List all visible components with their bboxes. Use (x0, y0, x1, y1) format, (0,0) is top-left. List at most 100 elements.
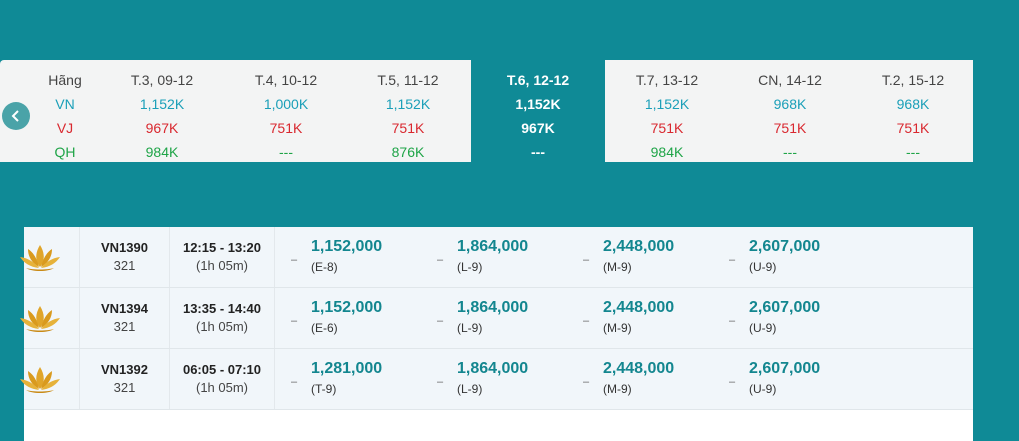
fare-dash: – (729, 254, 736, 266)
day-label: T.2, 15-12 (881, 72, 945, 88)
aircraft-type: 321 (113, 380, 136, 395)
flight-time-cell: 13:35 - 14:40 (1h 05m) (170, 288, 275, 348)
fare-dash: – (583, 315, 590, 327)
flight-time: 06:05 - 07:10 (182, 362, 262, 377)
flight-number: VN1392 (101, 362, 148, 377)
day-price-vn: 968K (773, 96, 807, 112)
flight-time-cell: 06:05 - 07:10 (1h 05m) (170, 349, 275, 409)
date-price-strip: Hãng VN VJ QH T.3, 09-12 1,152K 967K 984… (0, 60, 973, 162)
fare-option[interactable]: – 1,152,000 (E-8) (291, 227, 431, 287)
fare-option[interactable]: – 1,281,000 (T-9) (291, 349, 431, 409)
day-price-vn: 1,152K (139, 96, 185, 112)
airline-logo (20, 288, 80, 348)
fare-price: 1,864,000 (457, 238, 529, 255)
day-price-vj: 751K (896, 120, 930, 136)
fare-price: 1,864,000 (457, 360, 529, 377)
day-label: T.3, 09-12 (130, 72, 194, 88)
day-column[interactable]: T.4, 10-12 1,000K 751K --- (236, 60, 336, 162)
flight-time: 12:15 - 13:20 (182, 240, 262, 255)
day-price-vj: 967K (521, 120, 555, 136)
flight-row[interactable]: VN1394 321 13:35 - 14:40 (1h 05m) – 1,15… (20, 288, 973, 349)
lotus-logo-icon (20, 367, 60, 393)
fare-price: 2,607,000 (749, 238, 821, 255)
fare-option[interactable]: – 1,864,000 (L-9) (437, 288, 577, 348)
fare-option[interactable]: – 2,607,000 (U-9) (729, 288, 869, 348)
day-price-qh: 984K (145, 144, 179, 160)
day-price-vn: 1,152K (644, 96, 690, 112)
day-column[interactable]: CN, 14-12 968K 751K --- (740, 60, 840, 162)
fare-price: 2,448,000 (603, 238, 675, 255)
day-label: T.6, 12-12 (506, 72, 570, 88)
fare-option[interactable]: – 2,607,000 (U-9) (729, 349, 869, 409)
fare-dash: – (583, 376, 590, 388)
flight-list: VN1390 321 12:15 - 13:20 (1h 05m) – 1,15… (20, 227, 973, 441)
fare-dash: – (437, 315, 444, 327)
day-label: T.4, 10-12 (254, 72, 318, 88)
day-column-selected[interactable]: T.6, 12-12 1,152K 967K --- (488, 60, 588, 162)
airline-column: Hãng VN VJ QH (30, 60, 100, 162)
fare-dash: – (437, 376, 444, 388)
fare-option[interactable]: – 2,448,000 (M-9) (583, 349, 723, 409)
airline-code-vj: VJ (56, 120, 74, 136)
fare-option[interactable]: – 1,864,000 (L-9) (437, 227, 577, 287)
day-price-vn: 1,152K (385, 96, 431, 112)
flight-time: 13:35 - 14:40 (182, 301, 262, 316)
fare-dash: – (437, 254, 444, 266)
flight-duration: (1h 05m) (195, 319, 249, 334)
day-price-vj: 751K (391, 120, 425, 136)
lotus-logo-icon (20, 306, 60, 332)
day-column[interactable]: T.7, 13-12 1,152K 751K 984K (617, 60, 717, 162)
fare-price: 2,448,000 (603, 360, 675, 377)
fare-option[interactable]: – 2,448,000 (M-9) (583, 227, 723, 287)
fare-class: (L-9) (457, 321, 483, 335)
fare-option[interactable]: – 1,152,000 (E-6) (291, 288, 431, 348)
lotus-logo-icon (20, 245, 60, 271)
day-column[interactable]: T.3, 09-12 1,152K 967K 984K (112, 60, 212, 162)
flight-number-cell: VN1394 321 (80, 288, 170, 348)
fare-price: 2,607,000 (749, 360, 821, 377)
day-price-vn: 968K (896, 96, 930, 112)
fare-option[interactable]: – 2,607,000 (U-9) (729, 227, 869, 287)
airline-logo (20, 227, 80, 287)
fare-dash: – (291, 254, 298, 266)
flight-number: VN1390 (101, 240, 148, 255)
day-label: T.7, 13-12 (635, 72, 699, 88)
flight-row[interactable]: VN1390 321 12:15 - 13:20 (1h 05m) – 1,15… (20, 227, 973, 288)
day-price-qh: --- (279, 144, 293, 160)
fare-dash: – (729, 315, 736, 327)
previous-dates-button[interactable] (2, 102, 30, 130)
flight-number-cell: VN1392 321 (80, 349, 170, 409)
day-price-qh: 984K (650, 144, 684, 160)
fare-class: (U-9) (749, 321, 777, 335)
day-label: CN, 14-12 (758, 72, 822, 88)
fare-class: (M-9) (603, 382, 632, 396)
fare-dash: – (583, 254, 590, 266)
fare-price: 2,607,000 (749, 299, 821, 316)
day-column[interactable]: T.2, 15-12 968K 751K --- (863, 60, 963, 162)
flight-row[interactable]: VN1392 321 06:05 - 07:10 (1h 05m) – 1,28… (20, 349, 973, 410)
chevron-left-icon (11, 110, 19, 122)
fare-class: (U-9) (749, 260, 777, 274)
fare-dash: – (729, 376, 736, 388)
fare-price: 1,152,000 (311, 299, 383, 316)
fare-price: 1,281,000 (311, 360, 383, 377)
day-price-qh: --- (531, 144, 545, 160)
fare-price: 2,448,000 (603, 299, 675, 316)
day-price-qh: 876K (391, 144, 425, 160)
airline-header: Hãng (48, 72, 82, 88)
day-column[interactable]: T.5, 11-12 1,152K 751K 876K (358, 60, 458, 162)
fare-class: (M-9) (603, 260, 632, 274)
day-price-vj: 751K (773, 120, 807, 136)
fare-option[interactable]: – 1,864,000 (L-9) (437, 349, 577, 409)
airline-logo (20, 349, 80, 409)
day-label: T.5, 11-12 (377, 72, 439, 88)
fare-class: (M-9) (603, 321, 632, 335)
fare-class: (L-9) (457, 382, 483, 396)
day-price-vj: 751K (269, 120, 303, 136)
aircraft-type: 321 (113, 258, 136, 273)
day-price-vj: 967K (145, 120, 179, 136)
fare-class: (U-9) (749, 382, 777, 396)
fare-dash: – (291, 315, 298, 327)
fare-class: (E-6) (311, 321, 338, 335)
fare-option[interactable]: – 2,448,000 (M-9) (583, 288, 723, 348)
